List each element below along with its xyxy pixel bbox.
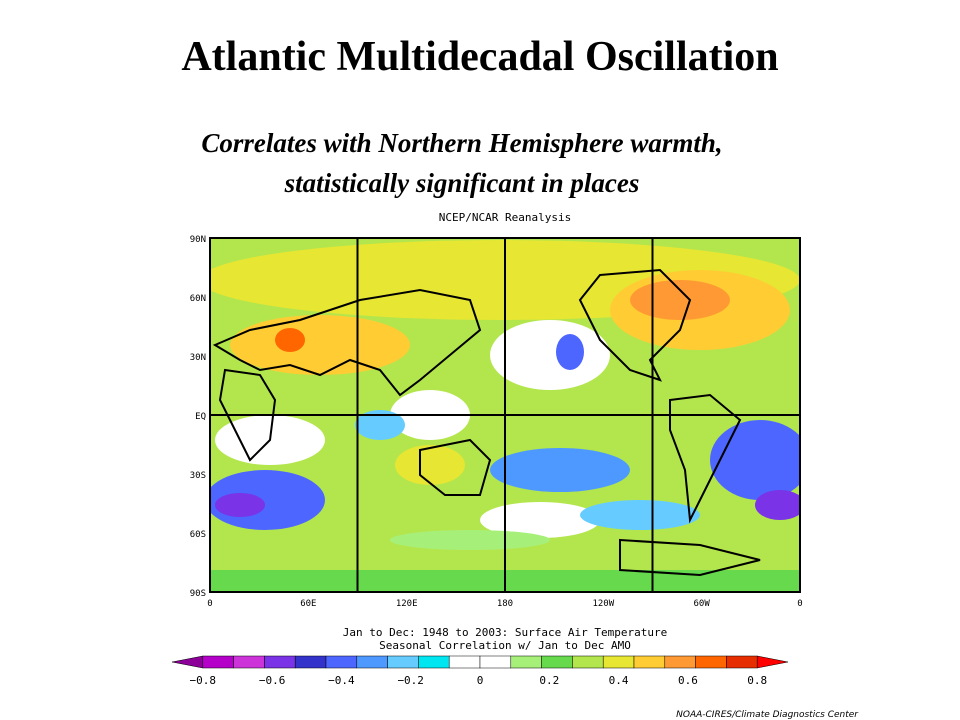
lon-label: 0 — [797, 599, 802, 609]
colorbar-label: 0.6 — [678, 674, 698, 687]
subtitle: statistically significant in places — [284, 168, 640, 198]
colorbar-cell — [202, 655, 234, 669]
colorbar-cell — [664, 655, 696, 669]
colorbar-cell — [294, 655, 327, 669]
lat-label: 90N — [190, 235, 206, 245]
colorbar-cell — [602, 655, 635, 669]
slide-title: Atlantic Multidecadal Oscillation — [181, 34, 778, 80]
colorbar-cell — [387, 655, 419, 669]
colorbar-cell — [695, 655, 727, 669]
colorbar-cell — [325, 655, 358, 669]
lon-label: 120E — [396, 599, 418, 609]
lat-label: 30N — [190, 353, 206, 363]
lon-label: 60W — [694, 599, 711, 609]
colorbar-cell — [479, 655, 512, 669]
colorbar: −0.8 −0.6 −0.4 −0.2 0 0.2 0.4 0.6 0.8 — [171, 655, 789, 687]
map-caption: Jan to Dec: 1948 to 2003: Surface Air Te… — [343, 626, 668, 639]
colorbar-label: 0.4 — [609, 674, 629, 687]
colorbar-cell — [356, 655, 388, 669]
colorbar-label: −0.2 — [397, 674, 424, 687]
colorbar-cell — [510, 655, 542, 669]
colorbar-label: 0.8 — [747, 674, 767, 687]
lon-label: 180 — [497, 599, 513, 609]
subtitle: Correlates with Northern Hemisphere warm… — [201, 128, 722, 158]
lon-label: 60E — [300, 599, 316, 609]
colorbar-cell — [633, 655, 666, 669]
colorbar-cell — [448, 655, 481, 669]
colorbar-label: 0.2 — [539, 674, 559, 687]
lat-label: 30S — [190, 471, 206, 481]
lat-label: 90S — [190, 589, 206, 599]
colorbar-label: −0.4 — [328, 674, 355, 687]
map-title: NCEP/NCAR Reanalysis — [439, 211, 571, 224]
colorbar-cell — [171, 655, 204, 669]
lon-label: 120W — [592, 599, 614, 609]
credit: NOAA-CIRES/Climate Diagnostics Center — [676, 710, 859, 720]
lat-label: 60N — [190, 294, 206, 304]
map — [209, 237, 801, 593]
colorbar-label: −0.6 — [259, 674, 286, 687]
colorbar-cell — [541, 655, 573, 669]
colorbar-cell — [756, 655, 789, 669]
lat-label: EQ — [195, 412, 206, 422]
colorbar-cell — [572, 655, 604, 669]
colorbar-cell — [418, 655, 450, 669]
colorbar-label: −0.8 — [190, 674, 217, 687]
colorbar-label: 0 — [477, 674, 484, 687]
lat-label: 60S — [190, 530, 206, 540]
lon-label: 0 — [207, 599, 212, 609]
map-caption: Seasonal Correlation w/ Jan to Dec AMO — [379, 639, 631, 652]
colorbar-cell — [233, 655, 265, 669]
colorbar-cell — [264, 655, 296, 669]
colorbar-cell — [726, 655, 758, 669]
